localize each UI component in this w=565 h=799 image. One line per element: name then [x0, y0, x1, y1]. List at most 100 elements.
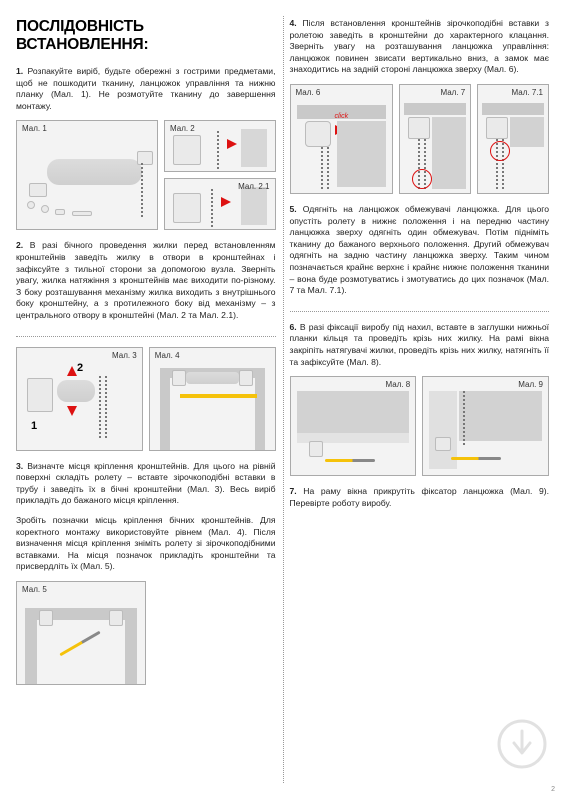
para-2-text: В разі бічного проведення жилки перед вс…: [16, 240, 276, 320]
fig-9: Мал. 9: [422, 376, 549, 476]
page-number: 2: [551, 786, 555, 793]
fig-5-label: Мал. 5: [22, 585, 47, 594]
fig-7: Мал. 7: [399, 84, 471, 194]
arrow-red-icon: [227, 139, 237, 149]
frame-left-icon: [160, 378, 170, 450]
right-column: 4. Після встановлення кронштейнів зірочк…: [290, 18, 550, 787]
bracket-icon: [39, 610, 53, 626]
page: ПОСЛІДОВНІСТЬ ВСТАНОВЛЕННЯ: 1. Розпакуйт…: [0, 0, 565, 799]
para-6: 6. В разі фіксації виробу під нахил, вст…: [290, 322, 550, 368]
fabric-icon: [297, 391, 410, 433]
frame-left-icon: [25, 620, 37, 684]
panel-icon: [241, 187, 267, 225]
blind-icon: [186, 372, 239, 384]
tube-end-icon: [57, 380, 95, 402]
fig-3: Мал. 3 2 1: [16, 347, 143, 451]
tensioner-icon: [309, 441, 323, 457]
fabric-icon: [337, 121, 387, 187]
fig-1: Мал. 1: [16, 120, 158, 230]
para-5: 5. Одягніть на ланцюжок обмежувачі ланцю…: [290, 204, 550, 297]
fig-71-label: Мал. 7.1: [512, 88, 543, 97]
fig-2-1: Мал. 2.1: [164, 178, 276, 230]
bottom-bar-icon: [72, 211, 92, 216]
chain-icon: [463, 391, 465, 445]
bracket-icon: [172, 370, 186, 386]
watermark-icon: [497, 719, 547, 769]
screwdriver-icon: [451, 457, 501, 460]
para-7-text: На раму вікна прикрутіть фіксатор ланцюж…: [290, 486, 550, 508]
highlight-circle-icon: [490, 141, 510, 161]
bracket-left-icon: [29, 183, 47, 197]
panel-icon: [241, 129, 267, 167]
screwdriver-icon: [325, 459, 375, 462]
bracket-icon: [109, 610, 123, 626]
bracket-icon: [173, 193, 201, 223]
para-6-text: В разі фіксації виробу під нахил, вставт…: [290, 322, 550, 367]
divider: [290, 311, 550, 312]
chain-icon: [141, 163, 143, 218]
bracket-icon: [239, 370, 253, 386]
para-7-num: 7.: [290, 486, 297, 496]
blind-tube-icon: [47, 159, 142, 185]
para-1: 1. Розпакуйте виріб, будьте обережні з г…: [16, 66, 276, 112]
figrow-2: Мал. 3 2 1 Мал. 4: [16, 347, 276, 451]
chain-icon: [211, 189, 213, 227]
fig-2: Мал. 2: [164, 120, 276, 172]
fig-21-label: Мал. 2.1: [238, 182, 269, 191]
figrow-1: Мал. 1 Мал. 2: [16, 120, 276, 230]
para-3a: 3. Визначте місця кріплення кронштейнів.…: [16, 461, 276, 507]
para-3b: Зробіть позначки місць кріплення бічних …: [16, 515, 276, 573]
figrow-3: Мал. 5: [16, 581, 276, 685]
fig-5: Мал. 5: [16, 581, 146, 685]
step-num-1: 1: [31, 420, 37, 432]
para-5-text: Одягніть на ланцюжок обмежувачі ланцюжка…: [290, 204, 550, 295]
bracket-icon: [27, 378, 53, 412]
part-icon: [55, 209, 65, 215]
fig-7-label: Мал. 7: [440, 88, 465, 97]
fig-4-label: Мал. 4: [155, 351, 180, 360]
mechanism-icon: [486, 117, 508, 139]
fabric-icon: [510, 117, 544, 147]
frame-right-icon: [125, 620, 137, 684]
step-num-2: 2: [77, 362, 83, 374]
para-1-text: Розпакуйте виріб, будьте обережні з гост…: [16, 66, 276, 111]
mechanism-icon: [408, 117, 430, 139]
para-4-num: 4.: [290, 18, 297, 28]
fig-8: Мал. 8: [290, 376, 417, 476]
fig-8-label: Мал. 8: [385, 380, 410, 389]
arrow-red-icon: [67, 366, 77, 376]
chain-icon: [217, 131, 219, 169]
fig-4: Мал. 4: [149, 347, 276, 451]
part-icon: [27, 201, 35, 209]
para-3a-text: Визначте місця кріплення кронштейнів. Дл…: [16, 461, 276, 506]
chain-icon: [105, 376, 107, 438]
para-2: 2. В разі бічного проведення жилки перед…: [16, 240, 276, 321]
arrow-red-icon: [67, 406, 77, 416]
fig-6: Мал. 6 click: [290, 84, 394, 194]
frame-icon: [404, 103, 466, 115]
highlight-circle-icon: [412, 169, 432, 189]
vertical-divider: [283, 16, 284, 783]
fig-9-label: Мал. 9: [518, 380, 543, 389]
fig-2-label: Мал. 2: [170, 124, 195, 133]
para-4: 4. Після встановлення кронштейнів зірочк…: [290, 18, 550, 76]
para-6-num: 6.: [290, 322, 297, 332]
click-label: click: [335, 113, 349, 120]
fig-3-label: Мал. 3: [112, 351, 137, 360]
chain-icon: [99, 376, 101, 438]
fig-1-label: Мал. 1: [22, 124, 47, 133]
figcol-2: Мал. 2 Мал. 2.1: [164, 120, 276, 230]
figrow-5: Мал. 8 Мал. 9: [290, 376, 550, 476]
para-4-text: Після встановлення кронштейнів зірочкопо…: [290, 18, 550, 74]
fabric-icon: [432, 117, 466, 189]
frame-icon: [482, 103, 544, 115]
part-icon: [41, 205, 49, 213]
frame-right-icon: [255, 378, 265, 450]
level-icon: [180, 394, 257, 398]
chain-holder-icon: [435, 437, 451, 451]
arrow-red-icon: [221, 197, 231, 207]
divider: [16, 336, 276, 337]
chain-icon: [321, 147, 323, 191]
left-column: ПОСЛІДОВНІСТЬ ВСТАНОВЛЕННЯ: 1. Розпакуйт…: [16, 18, 276, 787]
screwdriver-icon: [59, 631, 100, 657]
